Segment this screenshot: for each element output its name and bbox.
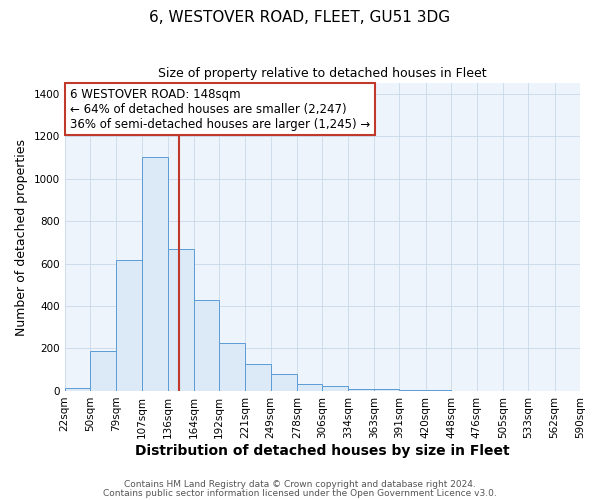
X-axis label: Distribution of detached houses by size in Fleet: Distribution of detached houses by size … bbox=[135, 444, 509, 458]
Bar bbox=[219, 343, 245, 391]
Bar bbox=[426, 390, 451, 391]
Bar bbox=[168, 248, 194, 391]
Bar bbox=[400, 390, 426, 391]
Text: Contains HM Land Registry data © Crown copyright and database right 2024.: Contains HM Land Registry data © Crown c… bbox=[124, 480, 476, 489]
Bar bbox=[142, 158, 168, 391]
Bar bbox=[374, 389, 400, 391]
Bar bbox=[90, 350, 116, 391]
Bar bbox=[193, 300, 219, 391]
Text: Contains public sector information licensed under the Open Government Licence v3: Contains public sector information licen… bbox=[103, 488, 497, 498]
Bar bbox=[65, 388, 90, 391]
Bar bbox=[116, 260, 142, 391]
Text: 6, WESTOVER ROAD, FLEET, GU51 3DG: 6, WESTOVER ROAD, FLEET, GU51 3DG bbox=[149, 10, 451, 25]
Text: 6 WESTOVER ROAD: 148sqm
← 64% of detached houses are smaller (2,247)
36% of semi: 6 WESTOVER ROAD: 148sqm ← 64% of detache… bbox=[70, 88, 370, 130]
Bar bbox=[297, 384, 322, 391]
Bar bbox=[271, 374, 297, 391]
Bar bbox=[322, 386, 348, 391]
Bar bbox=[348, 389, 374, 391]
Y-axis label: Number of detached properties: Number of detached properties bbox=[15, 138, 28, 336]
Title: Size of property relative to detached houses in Fleet: Size of property relative to detached ho… bbox=[158, 68, 487, 80]
Bar bbox=[245, 364, 271, 391]
